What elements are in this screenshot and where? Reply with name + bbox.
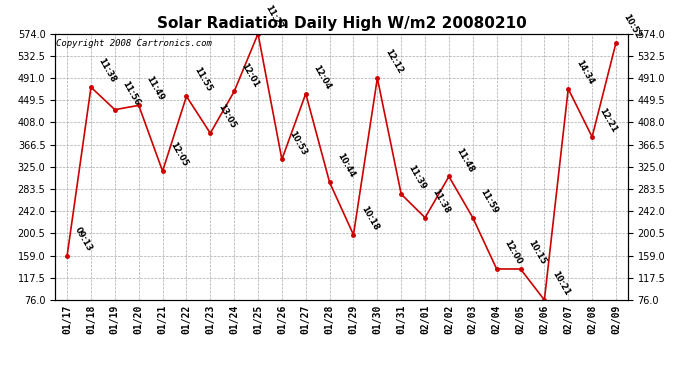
Title: Solar Radiation Daily High W/m2 20080210: Solar Radiation Daily High W/m2 20080210 xyxy=(157,16,526,31)
Text: 11:55: 11:55 xyxy=(192,66,213,93)
Text: 10:44: 10:44 xyxy=(335,152,356,180)
Text: Copyright 2008 Cartronics.com: Copyright 2008 Cartronics.com xyxy=(57,39,213,48)
Text: 10:21: 10:21 xyxy=(550,270,571,297)
Text: 11:56: 11:56 xyxy=(121,79,141,107)
Text: 10:53: 10:53 xyxy=(288,129,308,157)
Text: 10:52: 10:52 xyxy=(622,12,642,40)
Text: 09:13: 09:13 xyxy=(72,225,94,253)
Text: 11:39: 11:39 xyxy=(407,164,428,191)
Text: 11:48: 11:48 xyxy=(455,146,475,174)
Text: 11:49: 11:49 xyxy=(144,75,166,103)
Text: 12:21: 12:21 xyxy=(598,106,619,134)
Text: 11:38: 11:38 xyxy=(97,57,118,84)
Text: 11:38: 11:38 xyxy=(431,188,452,215)
Text: 12:05: 12:05 xyxy=(168,141,189,168)
Text: 12:12: 12:12 xyxy=(383,48,404,75)
Text: 12:00: 12:00 xyxy=(502,238,523,266)
Text: 14:34: 14:34 xyxy=(574,58,595,86)
Text: 13:05: 13:05 xyxy=(216,103,237,130)
Text: 12:01: 12:01 xyxy=(239,61,261,89)
Text: 10:15: 10:15 xyxy=(526,238,547,266)
Text: 11:27: 11:27 xyxy=(264,3,285,31)
Text: 10:18: 10:18 xyxy=(359,204,380,232)
Text: 12:04: 12:04 xyxy=(311,63,333,91)
Text: 11:59: 11:59 xyxy=(478,187,500,215)
